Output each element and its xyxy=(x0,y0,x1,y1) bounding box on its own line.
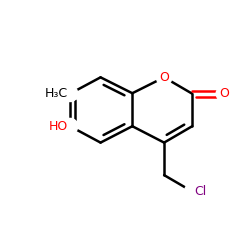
Text: O: O xyxy=(219,87,229,100)
Circle shape xyxy=(216,86,232,102)
Circle shape xyxy=(62,86,78,102)
Text: Cl: Cl xyxy=(195,185,207,198)
Circle shape xyxy=(156,70,172,85)
Text: O: O xyxy=(159,71,169,84)
Circle shape xyxy=(184,184,200,199)
Circle shape xyxy=(62,118,78,134)
Text: H₃C: H₃C xyxy=(44,87,68,100)
Text: HO: HO xyxy=(48,120,68,133)
